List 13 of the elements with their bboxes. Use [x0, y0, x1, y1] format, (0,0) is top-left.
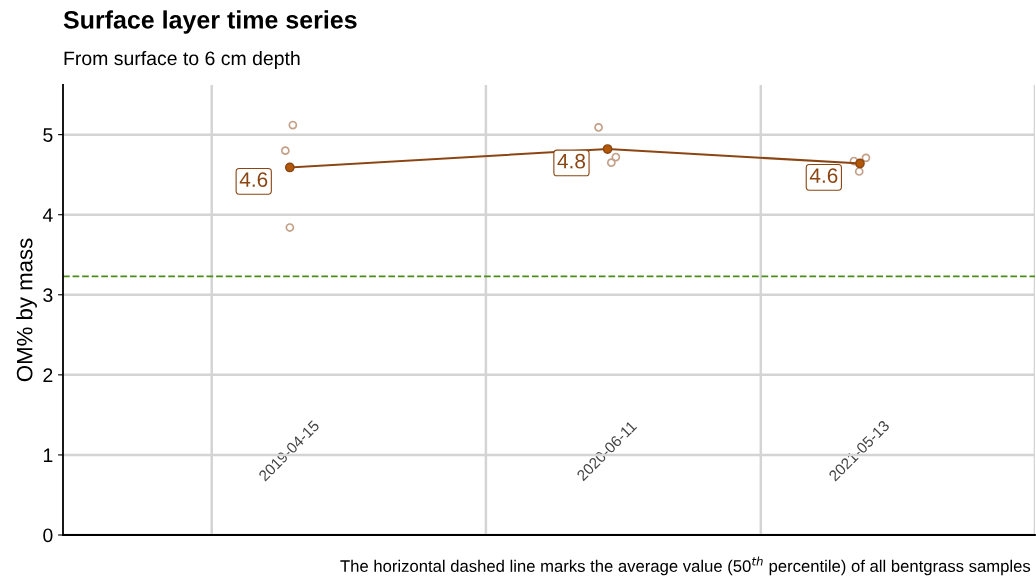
y-tick-label: 5 [43, 128, 53, 142]
text: The horizontal dashed line marks the average value (50$^{th}$ percentile) of all bentgrass samples [340, 556, 1031, 576]
data-label: 4.6 [809, 168, 838, 183]
data-label: 4.6 [239, 172, 268, 187]
y-tick-label: 1 [43, 448, 53, 462]
y-tick-label: 4 [42, 208, 53, 222]
y-tick-label: 2 [43, 368, 53, 382]
chart-title: Surface layer time series [63, 10, 357, 34]
y-tick-label: 0 [43, 528, 53, 543]
y-axis-title: OM% by mass [16, 238, 37, 382]
chart-subtitle: From surface to 6 cm depth [64, 50, 300, 70]
data-label: 4.8 [557, 153, 586, 169]
y-tick-label: 3 [43, 288, 53, 303]
